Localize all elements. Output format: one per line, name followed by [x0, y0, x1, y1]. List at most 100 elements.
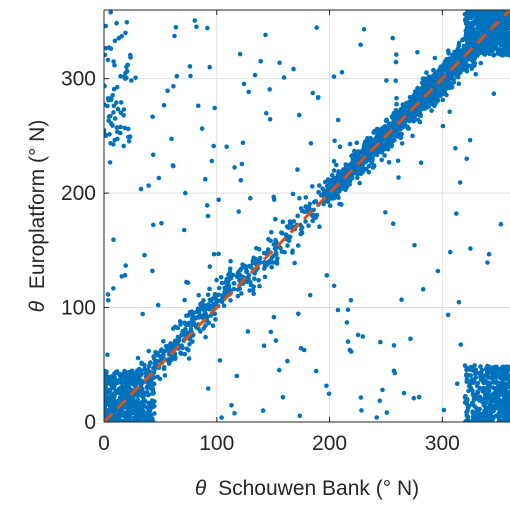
data-point: [146, 363, 152, 369]
data-point: [383, 210, 388, 215]
data-point: [500, 17, 506, 22]
data-point: [492, 4, 497, 9]
data-point: [282, 249, 287, 255]
data-point: [476, 410, 482, 416]
data-point: [238, 266, 244, 272]
data-point: [240, 140, 246, 146]
data-point: [393, 78, 399, 83]
data-point: [133, 75, 138, 81]
data-point: [494, 379, 499, 384]
y-axis-label-symbol: θ: [26, 300, 49, 312]
data-point: [499, 25, 504, 31]
data-point: [390, 35, 396, 41]
data-point: [117, 395, 123, 400]
data-point: [188, 326, 194, 332]
data-point: [111, 237, 116, 242]
data-point: [277, 60, 282, 66]
data-point: [249, 265, 254, 270]
y-tick-label: 200: [61, 182, 96, 205]
data-point: [455, 46, 461, 52]
data-point: [301, 347, 307, 353]
data-point: [361, 151, 366, 156]
data-point: [209, 158, 215, 164]
data-point: [478, 60, 484, 66]
data-point: [496, 400, 502, 406]
data-point: [416, 94, 422, 100]
data-point: [295, 213, 301, 219]
data-point: [288, 221, 293, 226]
data-point: [138, 378, 144, 384]
data-point: [145, 416, 151, 422]
data-point: [434, 96, 440, 102]
data-point: [122, 380, 127, 385]
data-point: [98, 415, 103, 420]
data-point: [488, 46, 494, 52]
data-point: [146, 348, 152, 354]
data-point: [473, 71, 479, 77]
data-point: [361, 27, 367, 32]
data-point: [203, 176, 208, 182]
data-point: [177, 319, 183, 324]
data-point: [486, 388, 492, 393]
data-point: [394, 96, 399, 101]
data-point: [264, 110, 269, 116]
data-point: [152, 411, 157, 416]
data-point: [140, 311, 145, 317]
data-point: [159, 221, 164, 226]
data-point: [395, 126, 401, 131]
data-point: [290, 191, 296, 197]
data-point: [267, 87, 273, 92]
data-point: [121, 107, 127, 112]
data-point: [507, 401, 510, 407]
data-point: [112, 63, 117, 68]
data-point: [485, 260, 490, 265]
data-point: [182, 351, 188, 357]
data-point: [417, 106, 423, 111]
data-point: [104, 45, 109, 51]
data-point: [505, 5, 510, 10]
data-point: [486, 30, 492, 36]
data-point: [496, 419, 502, 422]
data-point: [340, 167, 346, 173]
data-point: [357, 180, 363, 186]
data-point: [390, 221, 396, 226]
data-point: [476, 30, 482, 35]
data-point: [183, 190, 188, 196]
data-point: [334, 176, 339, 182]
data-point: [466, 388, 471, 394]
axes: [103, 9, 510, 423]
data-point: [332, 138, 337, 144]
data-point: [499, 387, 505, 393]
data-point: [143, 370, 149, 376]
data-point: [501, 10, 507, 14]
data-point: [198, 301, 203, 307]
data-point: [441, 407, 447, 413]
data-point: [503, 399, 509, 404]
data-point: [358, 42, 363, 48]
data-point: [379, 149, 385, 155]
data-point: [429, 92, 435, 98]
data-point: [317, 224, 322, 229]
data-point: [489, 40, 494, 46]
data-point: [291, 219, 297, 224]
data-point: [123, 70, 128, 76]
data-point: [313, 368, 319, 374]
data-point: [465, 16, 470, 21]
data-point: [443, 65, 448, 71]
data-point: [489, 403, 495, 408]
data-point: [370, 138, 376, 143]
data-point: [261, 343, 267, 349]
data-point: [216, 285, 222, 291]
data-point: [175, 334, 181, 340]
data-point: [110, 92, 115, 98]
data-point: [364, 166, 369, 172]
data-point: [118, 385, 124, 390]
data-point: [496, 10, 501, 13]
data-point: [487, 375, 493, 380]
data-point: [411, 395, 417, 401]
data-point: [324, 383, 329, 389]
data-point: [493, 42, 498, 47]
data-point: [393, 108, 399, 113]
y-tick-label: 300: [61, 68, 96, 91]
